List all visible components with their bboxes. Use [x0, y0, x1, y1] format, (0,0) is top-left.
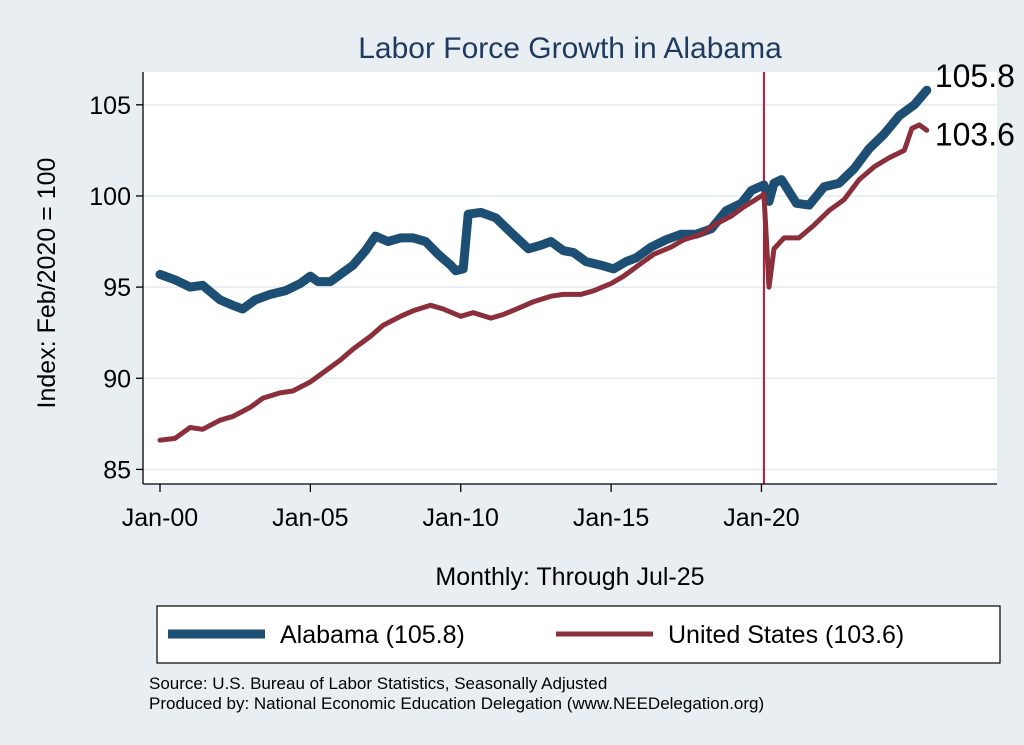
produced-by-line: Produced by: National Economic Education… [149, 694, 764, 713]
series-line-united-states [157, 122, 930, 443]
x-tick-label-Jan-20: Jan-20 [723, 504, 799, 532]
x-tick-label-Jan-00: Jan-00 [122, 504, 198, 532]
legend: Alabama (105.8) United States (103.6) [156, 605, 1001, 664]
y-axis-title: Index: Feb/2020 = 100 [33, 158, 61, 409]
legend-label-united-states: United States (103.6) [668, 621, 904, 649]
x-tick-label-Jan-10: Jan-10 [422, 504, 498, 532]
y-tick-label-85: 85 [103, 456, 131, 484]
y-tick-label-105: 105 [89, 92, 131, 120]
x-axis-title: Monthly: Through Jul-25 [435, 563, 704, 591]
y-tick-label-100: 100 [89, 183, 131, 211]
end-label-alabama: 105.8 [935, 58, 1015, 94]
x-tick-label-Jan-15: Jan-15 [573, 504, 649, 532]
end-label-united-states: 103.6 [935, 116, 1015, 152]
chart-title: Labor Force Growth in Alabama [358, 32, 782, 65]
series-line-alabama [155, 85, 932, 314]
x-tick-label-Jan-05: Jan-05 [272, 504, 348, 532]
source-line: Source: U.S. Bureau of Labor Statistics,… [149, 674, 607, 693]
y-tick-label-95: 95 [103, 274, 131, 302]
axes: 85 90 95 100 105 Jan-00 Jan-05 Jan-10 Jan-15 Jan-… [89, 72, 997, 532]
y-tick-label-90: 90 [103, 365, 131, 393]
plot-area [143, 72, 997, 484]
series-group: 105.8 103.6 [155, 58, 1015, 443]
legend-label-alabama: Alabama (105.8) [280, 621, 465, 649]
